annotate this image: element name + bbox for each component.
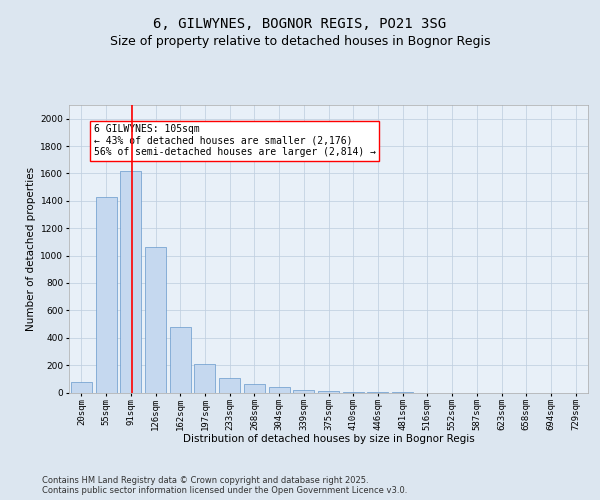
Bar: [293, 390, 314, 392]
Text: Contains HM Land Registry data © Crown copyright and database right 2025.
Contai: Contains HM Land Registry data © Crown c…: [42, 476, 407, 495]
X-axis label: Distribution of detached houses by size in Bognor Regis: Distribution of detached houses by size …: [182, 434, 475, 444]
Bar: [71, 382, 92, 392]
Bar: [219, 378, 240, 392]
Text: 6, GILWYNES, BOGNOR REGIS, PO21 3SG: 6, GILWYNES, BOGNOR REGIS, PO21 3SG: [154, 18, 446, 32]
Bar: [145, 248, 166, 392]
Bar: [194, 364, 215, 392]
Bar: [244, 384, 265, 392]
Bar: [95, 196, 116, 392]
Bar: [120, 170, 141, 392]
Text: Size of property relative to detached houses in Bognor Regis: Size of property relative to detached ho…: [110, 35, 490, 48]
Text: 6 GILWYNES: 105sqm
← 43% of detached houses are smaller (2,176)
56% of semi-deta: 6 GILWYNES: 105sqm ← 43% of detached hou…: [94, 124, 376, 158]
Bar: [269, 387, 290, 392]
Y-axis label: Number of detached properties: Number of detached properties: [26, 166, 36, 331]
Bar: [170, 327, 191, 392]
